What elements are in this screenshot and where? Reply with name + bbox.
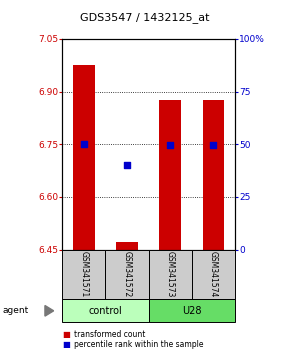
Bar xyxy=(202,101,224,250)
Point xyxy=(125,162,129,168)
Bar xyxy=(73,65,95,250)
Bar xyxy=(116,242,138,250)
Text: GDS3547 / 1432125_at: GDS3547 / 1432125_at xyxy=(80,12,210,23)
Bar xyxy=(148,299,235,322)
Bar xyxy=(106,250,148,299)
Text: ■: ■ xyxy=(62,330,70,339)
Polygon shape xyxy=(45,306,54,316)
Text: ■: ■ xyxy=(62,339,70,349)
Bar xyxy=(62,299,148,322)
Text: percentile rank within the sample: percentile rank within the sample xyxy=(74,339,204,349)
Text: GSM341571: GSM341571 xyxy=(79,251,88,297)
Bar xyxy=(160,101,181,250)
Text: GSM341572: GSM341572 xyxy=(123,251,132,297)
Text: transformed count: transformed count xyxy=(74,330,145,339)
Bar xyxy=(148,250,192,299)
Text: agent: agent xyxy=(3,306,29,315)
Text: GSM341574: GSM341574 xyxy=(209,251,218,298)
Text: GSM341573: GSM341573 xyxy=(166,251,175,298)
Point xyxy=(211,142,216,148)
Text: U28: U28 xyxy=(182,306,202,316)
Bar xyxy=(192,250,235,299)
Point xyxy=(81,142,86,147)
Text: control: control xyxy=(89,306,122,316)
Bar xyxy=(62,250,106,299)
Point xyxy=(168,142,173,148)
